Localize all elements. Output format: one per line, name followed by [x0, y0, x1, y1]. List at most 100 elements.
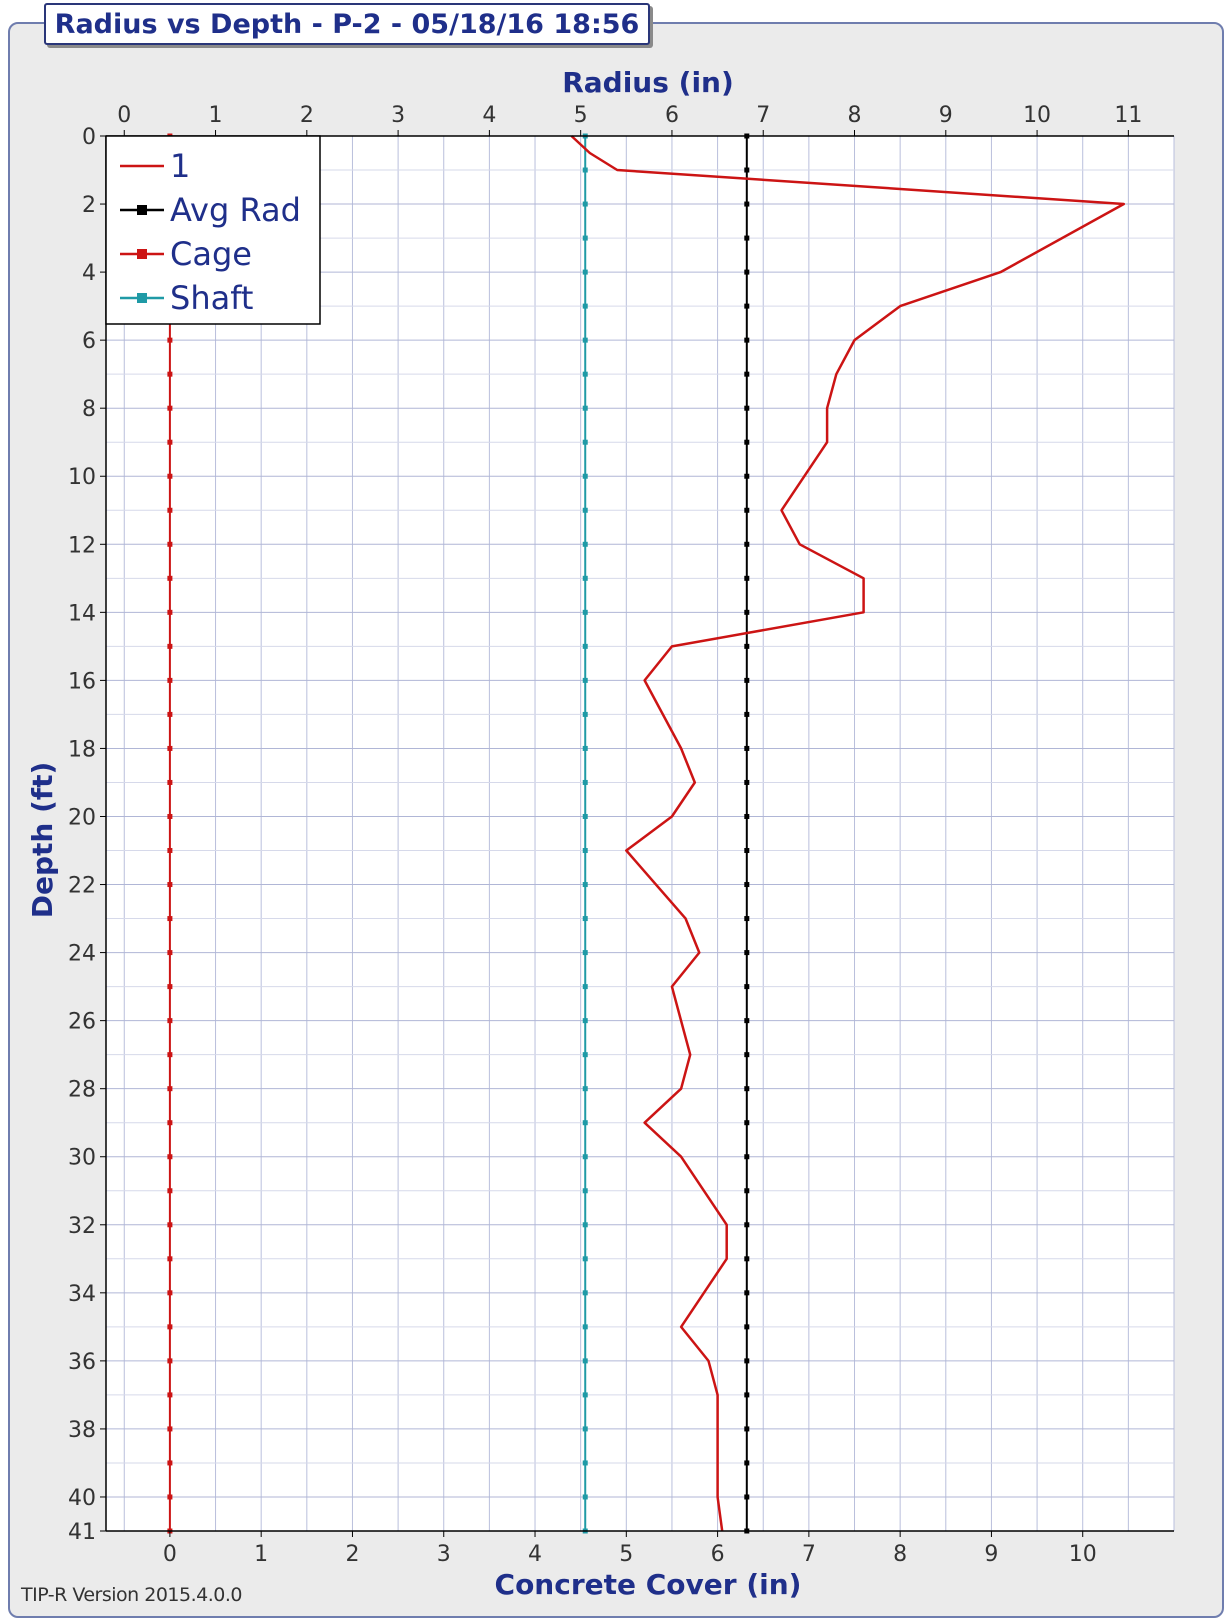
- series-marker-avg-rad: [744, 235, 750, 241]
- series-marker-avg-rad: [744, 1358, 750, 1364]
- series-marker-avg-rad: [744, 473, 750, 479]
- bottom-tick-label: 3: [437, 1542, 451, 1567]
- series-marker-shaft: [582, 405, 588, 411]
- series-marker-avg-rad: [744, 1222, 750, 1228]
- bottom-tick-label: 9: [984, 1542, 998, 1567]
- series-marker-cage: [167, 711, 173, 717]
- left-tick-label: 28: [68, 1078, 96, 1103]
- left-tick-label: 6: [82, 329, 96, 354]
- legend: 1 Avg Rad Cage Shaft: [105, 135, 321, 325]
- legend-label-1: 1: [170, 147, 190, 185]
- series-marker-avg-rad: [744, 405, 750, 411]
- top-tick-label: 0: [117, 103, 131, 128]
- left-tick-label: 18: [68, 737, 96, 762]
- series-marker-cage: [167, 813, 173, 819]
- series-marker-avg-rad: [744, 1324, 750, 1330]
- left-tick-label: 12: [68, 533, 96, 558]
- legend-marker-cage: [137, 249, 147, 259]
- series-marker-avg-rad: [744, 745, 750, 751]
- left-tick-label: 4: [82, 261, 96, 286]
- series-marker-avg-rad: [744, 1120, 750, 1126]
- top-tick-label: 11: [1114, 103, 1142, 128]
- left-tick-label: 30: [68, 1146, 96, 1171]
- series-marker-cage: [167, 371, 173, 377]
- series-marker-avg-rad: [744, 1392, 750, 1398]
- series-marker-avg-rad: [744, 1290, 750, 1296]
- series-marker-cage: [167, 848, 173, 854]
- left-tick-label: 0: [82, 125, 96, 150]
- series-marker-avg-rad: [744, 643, 750, 649]
- series-marker-shaft: [582, 1426, 588, 1432]
- series-marker-shaft: [582, 473, 588, 479]
- left-tick-label: 10: [68, 465, 96, 490]
- series-marker-shaft: [582, 745, 588, 751]
- series-marker-shaft: [582, 201, 588, 207]
- series-marker-cage: [167, 1324, 173, 1330]
- series-marker-shaft: [582, 269, 588, 275]
- series-marker-shaft: [582, 677, 588, 683]
- series-marker-cage: [167, 541, 173, 547]
- series-marker-avg-rad: [744, 1188, 750, 1194]
- left-tick-label: 32: [68, 1214, 96, 1239]
- series-marker-avg-rad: [744, 677, 750, 683]
- top-tick-label: 3: [391, 103, 405, 128]
- bottom-tick-label: 4: [528, 1542, 542, 1567]
- series-marker-shaft: [582, 984, 588, 990]
- series-marker-cage: [167, 507, 173, 513]
- series-marker-cage: [167, 439, 173, 445]
- series-marker-cage: [167, 1256, 173, 1262]
- series-marker-avg-rad: [744, 371, 750, 377]
- legend-label-cage: Cage: [170, 235, 252, 273]
- series-marker-cage: [167, 473, 173, 479]
- series-marker-avg-rad: [744, 1426, 750, 1432]
- series-marker-avg-rad: [744, 1460, 750, 1466]
- series-marker-avg-rad: [744, 848, 750, 854]
- series-marker-shaft: [582, 1358, 588, 1364]
- left-tick-label: 16: [68, 669, 96, 694]
- left-tick-label: 2: [82, 193, 96, 218]
- series-marker-cage: [167, 1460, 173, 1466]
- left-tick-label: 26: [68, 1010, 96, 1035]
- series-marker-avg-rad: [744, 1018, 750, 1024]
- version-label: TIP-R Version 2015.4.0.0: [21, 1584, 243, 1606]
- top-tick-label: 7: [756, 103, 770, 128]
- series-marker-shaft: [582, 337, 588, 343]
- left-axis-title: Depth (ft): [26, 762, 59, 919]
- left-tick-label: 22: [68, 874, 96, 899]
- series-marker-cage: [167, 1290, 173, 1296]
- series-marker-avg-rad: [744, 984, 750, 990]
- series-marker-avg-rad: [744, 541, 750, 547]
- bottom-tick-label: 0: [163, 1542, 177, 1567]
- series-marker-cage: [167, 1358, 173, 1364]
- legend-label-avg-rad: Avg Rad: [170, 191, 301, 229]
- series-marker-shaft: [582, 848, 588, 854]
- series-marker-cage: [167, 1188, 173, 1194]
- series-marker-cage: [167, 575, 173, 581]
- series-marker-avg-rad: [744, 609, 750, 615]
- top-tick-label: 4: [482, 103, 496, 128]
- series-marker-shaft: [582, 916, 588, 922]
- top-tick-label: 2: [300, 103, 314, 128]
- series-marker-shaft: [582, 575, 588, 581]
- series-marker-shaft: [582, 541, 588, 547]
- series-marker-avg-rad: [744, 269, 750, 275]
- series-marker-avg-rad: [744, 201, 750, 207]
- series-marker-avg-rad: [744, 1154, 750, 1160]
- series-marker-shaft: [582, 371, 588, 377]
- series-marker-cage: [167, 1426, 173, 1432]
- series-marker-shaft: [582, 1154, 588, 1160]
- series-marker-shaft: [582, 609, 588, 615]
- series-marker-cage: [167, 609, 173, 615]
- bottom-axis-title: Concrete Cover (in): [495, 1568, 802, 1601]
- series-marker-avg-rad: [744, 779, 750, 785]
- series-marker-cage: [167, 882, 173, 888]
- series-marker-avg-rad: [744, 1052, 750, 1058]
- series-marker-shaft: [582, 1222, 588, 1228]
- series-marker-shaft: [582, 1290, 588, 1296]
- series-marker-cage: [167, 1018, 173, 1024]
- series-line-profile-1: [570, 135, 1126, 1532]
- top-tick-label: 5: [574, 103, 588, 128]
- series-marker-shaft: [582, 882, 588, 888]
